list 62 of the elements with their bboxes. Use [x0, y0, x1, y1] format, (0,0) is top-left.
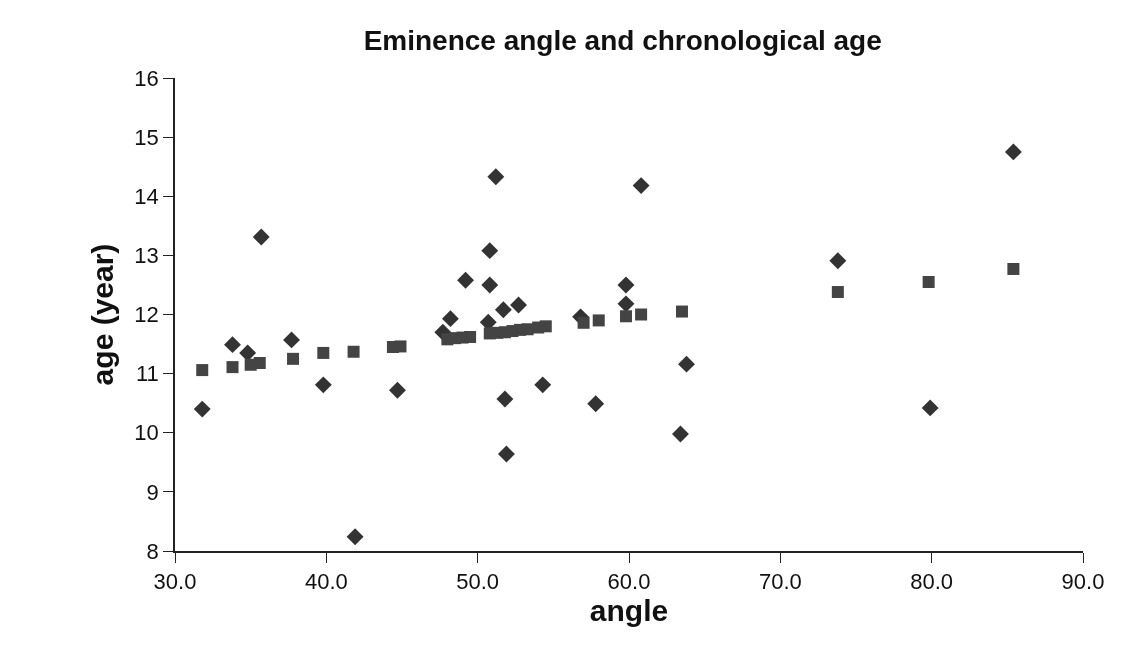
point — [193, 400, 211, 418]
point — [464, 330, 477, 343]
x-tick-label: 90.0 — [1061, 569, 1105, 595]
point — [632, 177, 650, 195]
point — [497, 445, 515, 463]
point — [346, 528, 364, 546]
y-tick-label: 8 — [146, 538, 159, 564]
point — [496, 390, 514, 408]
point — [577, 316, 590, 329]
point — [829, 252, 847, 270]
point — [922, 275, 935, 288]
x-axis-title: angle — [589, 594, 669, 628]
point — [196, 364, 209, 377]
y-axis-title: age (year) — [85, 243, 119, 386]
x-tick-label: 80.0 — [910, 569, 954, 595]
point — [487, 168, 505, 186]
point — [317, 346, 330, 359]
point — [619, 310, 632, 323]
point — [394, 340, 407, 353]
x-tick-label: 30.0 — [153, 569, 197, 595]
chart-title: Eminence angle and chronological age — [363, 24, 882, 56]
point — [283, 331, 300, 349]
x-tick-label: 50.0 — [456, 569, 500, 595]
x-tick-label: 70.0 — [758, 569, 802, 595]
point — [253, 356, 266, 369]
point — [252, 228, 270, 246]
y-tick-label: 10 — [134, 420, 159, 446]
point — [224, 336, 241, 354]
point — [592, 314, 605, 327]
point — [617, 276, 635, 294]
point — [441, 310, 459, 328]
point — [481, 242, 499, 260]
point — [617, 295, 635, 313]
y-tick-label: 12 — [134, 302, 159, 328]
point — [675, 305, 688, 318]
y-tick-label: 16 — [134, 65, 159, 91]
y-tick-label: 15 — [134, 124, 159, 150]
x-tick-label: 40.0 — [304, 569, 348, 595]
point — [314, 376, 332, 394]
point — [534, 376, 552, 394]
y-tick-label: 9 — [146, 479, 159, 505]
point — [539, 320, 552, 333]
point — [1004, 143, 1022, 161]
point — [494, 301, 512, 319]
point — [678, 355, 695, 373]
y-tick-label: 13 — [134, 243, 159, 269]
point — [226, 361, 239, 374]
point — [831, 286, 844, 299]
point — [921, 399, 939, 417]
point — [347, 345, 360, 358]
point — [635, 308, 648, 321]
point — [587, 395, 605, 413]
point — [672, 425, 689, 443]
x-tick-label: 60.0 — [607, 569, 651, 595]
point — [389, 381, 406, 399]
point — [1007, 262, 1020, 275]
y-tick-label: 11 — [136, 361, 159, 387]
point — [457, 271, 475, 289]
point — [287, 352, 300, 365]
y-tick-label: 14 — [134, 183, 159, 209]
point — [481, 276, 499, 294]
point — [510, 296, 527, 314]
